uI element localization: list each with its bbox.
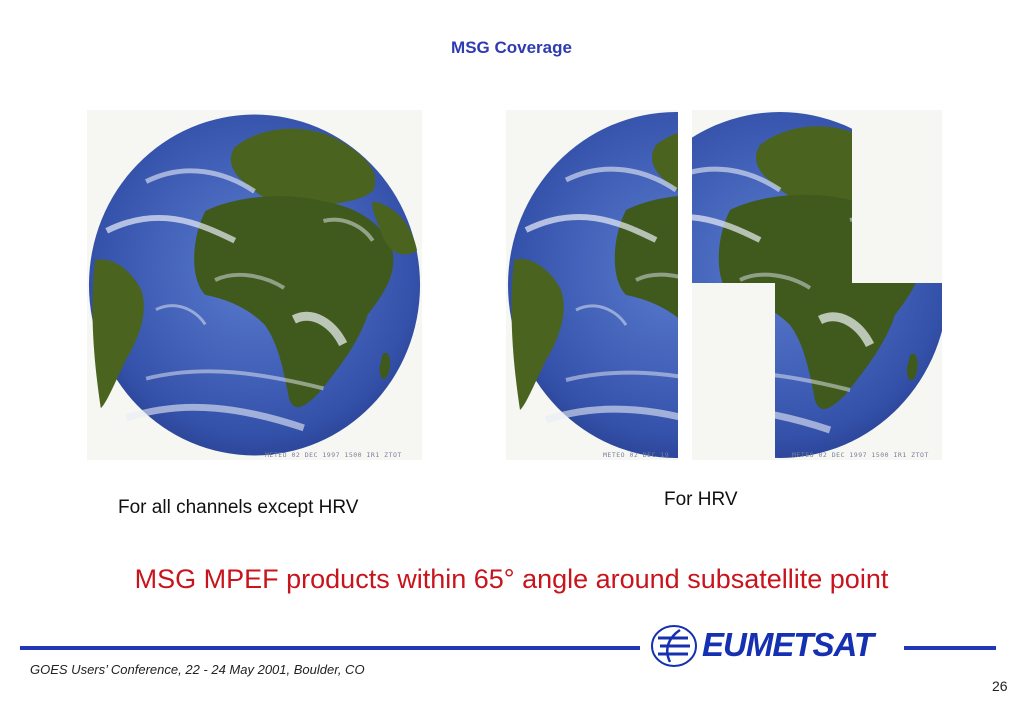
footer-conference: GOES Users’ Conference, 22 - 24 May 2001… bbox=[30, 662, 365, 677]
earth-globe-icon bbox=[692, 110, 942, 460]
footer-rule-left bbox=[20, 646, 640, 650]
footer-rule-right bbox=[904, 646, 996, 650]
page-number: 26 bbox=[992, 678, 1008, 694]
slide-title: MSG Coverage bbox=[451, 38, 572, 57]
tagline: MSG MPEF products within 65° angle aroun… bbox=[134, 564, 889, 594]
image-stamp: METEO 02 DEC 1997 1500 IR1 ZTOT bbox=[792, 451, 929, 459]
eumetsat-logo-icon bbox=[651, 625, 697, 667]
image-stamp: METEO 02 DEC 1997 1500 IR1 ZTOT bbox=[265, 451, 402, 459]
earth-globe-icon bbox=[87, 110, 422, 460]
caption-all-channels: For all channels except HRV bbox=[118, 497, 359, 518]
earth-globe-icon bbox=[506, 110, 678, 460]
hrv-image-left: METEO 02 DEC 19 bbox=[506, 110, 678, 460]
caption-hrv: For HRV bbox=[664, 489, 738, 510]
full-disk-image: METEO 02 DEC 1997 1500 IR1 ZTOT bbox=[87, 110, 422, 460]
image-stamp: METEO 02 DEC 19 bbox=[603, 451, 670, 459]
logo-text: EUMETSAT bbox=[702, 626, 874, 663]
hrv-image-right: METEO 02 DEC 1997 1500 IR1 ZTOT bbox=[692, 110, 942, 460]
